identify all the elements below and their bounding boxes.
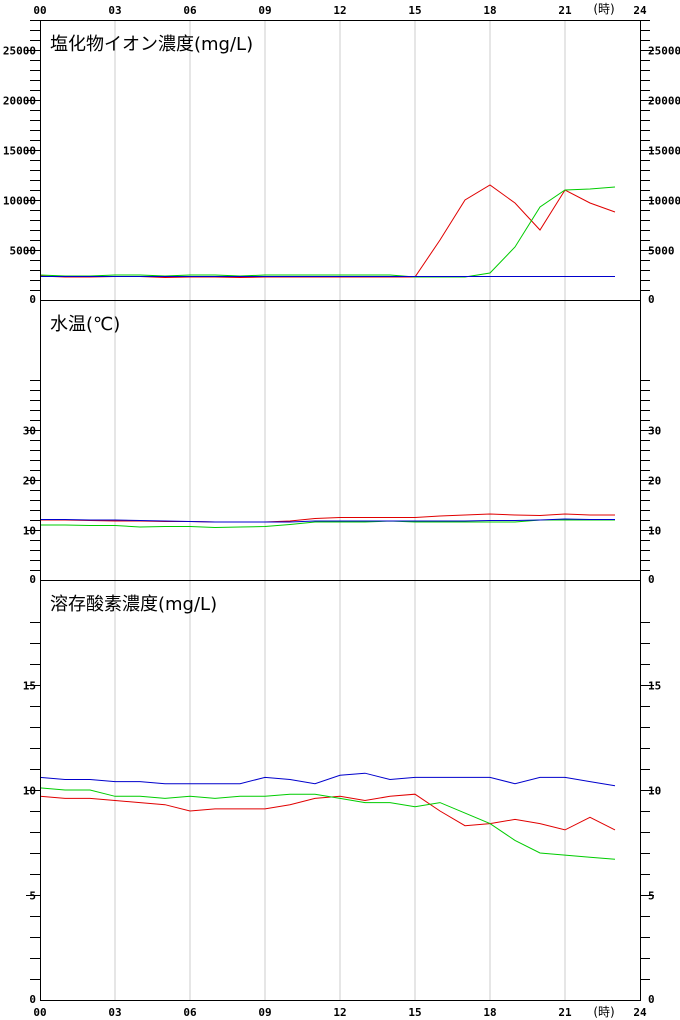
y-tick-label-right: 0: [648, 993, 655, 1006]
x-tick-label-bottom: 21: [558, 1006, 572, 1019]
series-line-red: [40, 513, 615, 523]
y-tick-label-right: 0: [648, 293, 655, 306]
x-tick-label-top: 12: [333, 4, 346, 17]
y-tick-label-right: 10: [648, 785, 661, 798]
x-tick-label-top: 21: [558, 4, 572, 17]
x-unit-label-top: (時): [593, 2, 614, 16]
series-line-blue: [39, 772, 616, 787]
panel-title: 水温(℃): [50, 314, 120, 335]
x-tick-label-bottom: 15: [408, 1006, 421, 1019]
y-tick-label-left: 10000: [3, 195, 36, 208]
panel-title: 塩化物イオン濃度(mg/L): [50, 34, 253, 55]
y-tick-label-right: 15000: [648, 145, 680, 158]
chart-panel-2: [26, 300, 654, 581]
x-tick-label-bottom: 24: [633, 1006, 647, 1019]
y-tick-label-right: 20: [648, 475, 661, 488]
x-tick-label-bottom: 18: [483, 1006, 496, 1019]
y-tick-label-right: 10: [648, 525, 661, 538]
y-tick-label-left: 0: [29, 293, 36, 306]
x-tick-label-top: 00: [33, 4, 46, 17]
y-tick-label-left: 0: [29, 993, 36, 1006]
y-tick-label-right: 10000: [648, 195, 680, 208]
x-tick-label-bottom: 03: [108, 1006, 121, 1019]
y-tick-label-left: 0: [29, 573, 36, 586]
x-tick-label-bottom: 00: [33, 1006, 46, 1019]
x-tick-label-top: 15: [408, 4, 421, 17]
series-line-green: [39, 787, 616, 860]
y-tick-label-right: 25000: [648, 45, 680, 58]
y-tick-label-right: 20000: [648, 95, 680, 108]
y-tick-label-left: 20000: [3, 95, 36, 108]
panel-frame: [40, 580, 641, 1001]
x-tick-label-bottom: 12: [333, 1006, 346, 1019]
y-tick-label-right: 15: [648, 680, 661, 693]
x-tick-label-top: 18: [483, 4, 496, 17]
x-unit-label-bottom: (時): [593, 1005, 614, 1019]
y-tick-label-right: 5: [648, 890, 655, 903]
series-line-red: [39, 793, 616, 831]
series-line-green: [40, 519, 615, 529]
y-tick-label-left: 30: [23, 425, 36, 438]
series-line-red: [39, 184, 616, 279]
chart-panel-3: [26, 580, 654, 1001]
y-tick-label-left: 15: [23, 680, 36, 693]
y-tick-label-left: 20: [23, 475, 36, 488]
x-tick-label-bottom: 06: [183, 1006, 197, 1019]
y-tick-label-right: 5000: [648, 245, 675, 258]
y-tick-label-left: 25000: [3, 45, 36, 58]
y-tick-label-left: 10: [23, 525, 36, 538]
chart-panel-1: [26, 20, 654, 301]
y-tick-label-left: 5000: [10, 245, 37, 258]
x-tick-label-top: 09: [258, 4, 271, 17]
y-tick-label-left: 15000: [3, 145, 36, 158]
panel-title: 溶存酸素濃度(mg/L): [50, 594, 217, 615]
x-tick-label-top: 24: [633, 4, 647, 17]
y-tick-label-right: 0: [648, 573, 655, 586]
x-tick-label-top: 06: [183, 4, 197, 17]
y-tick-label-left: 10: [23, 785, 36, 798]
series-line-green: [39, 186, 616, 278]
y-tick-label-right: 30: [648, 425, 661, 438]
y-tick-label-left: 5: [29, 890, 36, 903]
x-tick-label-top: 03: [108, 4, 121, 17]
x-tick-label-bottom: 09: [258, 1006, 271, 1019]
series-line-blue: [40, 518, 615, 523]
